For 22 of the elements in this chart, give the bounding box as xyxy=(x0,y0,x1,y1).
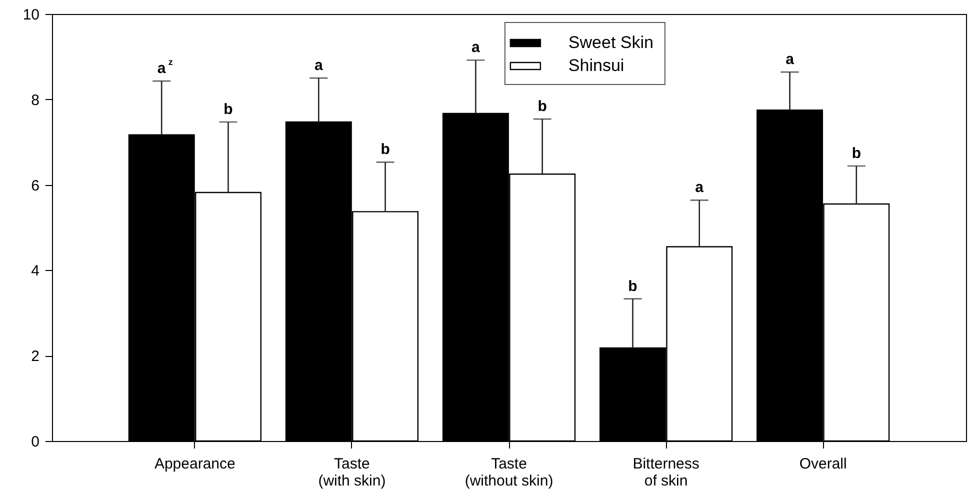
legend-label: Shinsui xyxy=(568,56,624,75)
y-tick-label: 2 xyxy=(31,348,40,366)
y-tick-label: 10 xyxy=(22,6,40,24)
annotation: b xyxy=(628,278,638,295)
annotation: b xyxy=(380,141,390,158)
x-tick-label: Taste (with skin) xyxy=(318,456,386,490)
x-tick-label: Appearance xyxy=(154,456,236,472)
x-tick-label: Bitterness of skin xyxy=(632,456,700,490)
annotation: a xyxy=(786,51,795,68)
y-tick-label: 8 xyxy=(31,92,40,109)
y-tick-label: 4 xyxy=(31,262,40,280)
annotation: a xyxy=(472,39,481,56)
legend-label: Sweet Skin xyxy=(568,33,654,52)
y-tick-label: 6 xyxy=(31,177,40,194)
annotation: b xyxy=(224,101,233,118)
y-tick-label: 0 xyxy=(31,434,40,450)
annotation: a xyxy=(695,179,704,196)
annotation: a xyxy=(314,57,324,74)
x-tick-label: Taste (without skin) xyxy=(464,456,554,490)
annotation: b xyxy=(538,98,547,116)
annotation: b xyxy=(852,145,861,162)
x-tick-label: Overall xyxy=(799,456,847,472)
